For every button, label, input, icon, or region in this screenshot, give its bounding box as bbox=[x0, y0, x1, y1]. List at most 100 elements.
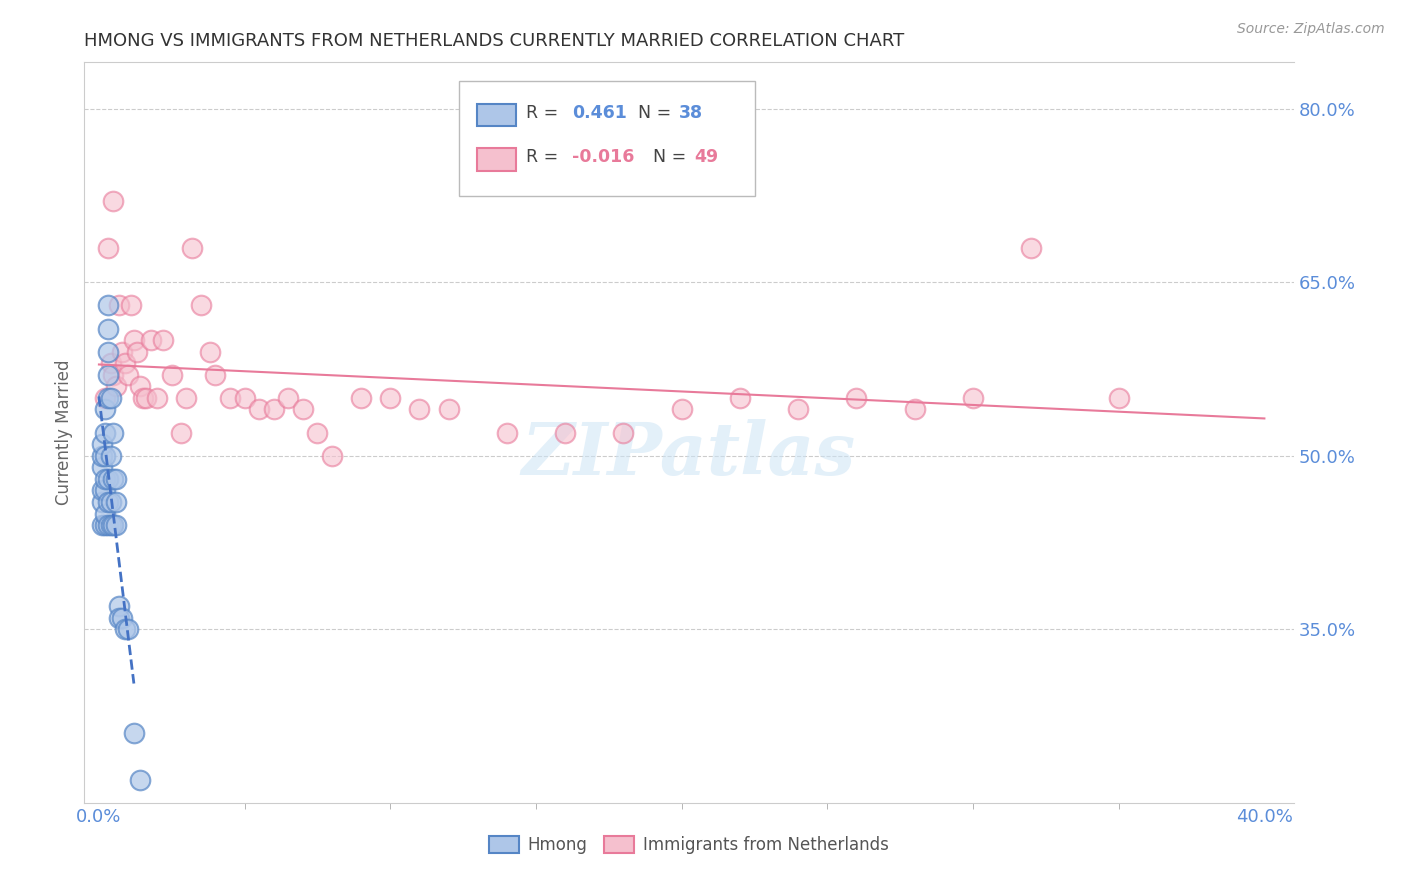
Point bbox=[105, 472, 128, 486]
Point bbox=[105, 518, 128, 533]
Text: HMONG VS IMMIGRANTS FROM NETHERLANDS CURRENTLY MARRIED CORRELATION CHART: HMONG VS IMMIGRANTS FROM NETHERLANDS CUR… bbox=[84, 32, 904, 50]
Point bbox=[105, 495, 128, 509]
Point bbox=[100, 495, 122, 509]
Point bbox=[845, 391, 868, 405]
Point bbox=[612, 425, 634, 440]
Point bbox=[198, 344, 221, 359]
Point bbox=[125, 344, 148, 359]
Point bbox=[97, 321, 120, 335]
Point bbox=[94, 518, 117, 533]
Text: R =: R = bbox=[526, 148, 558, 166]
Point bbox=[233, 391, 256, 405]
Point bbox=[160, 368, 183, 382]
Point bbox=[111, 610, 134, 624]
Point bbox=[1108, 391, 1130, 405]
Point bbox=[103, 518, 125, 533]
Point bbox=[904, 402, 927, 417]
Text: 49: 49 bbox=[693, 148, 718, 166]
Text: 38: 38 bbox=[679, 103, 703, 122]
Point bbox=[97, 472, 120, 486]
Point bbox=[277, 391, 299, 405]
Point bbox=[135, 391, 157, 405]
FancyBboxPatch shape bbox=[478, 103, 516, 126]
Point bbox=[111, 344, 134, 359]
Point bbox=[97, 368, 120, 382]
Point bbox=[100, 356, 122, 370]
Point bbox=[100, 449, 122, 463]
Point bbox=[787, 402, 810, 417]
Point bbox=[117, 622, 139, 636]
Text: N =: N = bbox=[652, 148, 686, 166]
Point bbox=[131, 391, 153, 405]
Point bbox=[94, 402, 117, 417]
Point bbox=[152, 333, 174, 347]
Point bbox=[307, 425, 329, 440]
Point bbox=[94, 449, 117, 463]
Point bbox=[100, 391, 122, 405]
Point bbox=[321, 449, 343, 463]
Point bbox=[103, 368, 125, 382]
Point bbox=[90, 437, 112, 451]
Point bbox=[90, 449, 112, 463]
Point bbox=[97, 391, 120, 405]
Text: 0.461: 0.461 bbox=[572, 103, 627, 122]
Point bbox=[204, 368, 226, 382]
Point bbox=[90, 460, 112, 475]
Point bbox=[90, 495, 112, 509]
Point bbox=[1019, 240, 1042, 254]
FancyBboxPatch shape bbox=[478, 148, 516, 170]
Point bbox=[554, 425, 576, 440]
Point bbox=[97, 240, 120, 254]
Point bbox=[128, 772, 150, 787]
Point bbox=[108, 610, 131, 624]
Point bbox=[219, 391, 242, 405]
Text: ZIPatlas: ZIPatlas bbox=[522, 419, 856, 491]
Point bbox=[97, 495, 120, 509]
Point bbox=[90, 483, 112, 498]
Point bbox=[408, 402, 430, 417]
Point bbox=[120, 298, 142, 312]
Point bbox=[190, 298, 212, 312]
Point bbox=[176, 391, 198, 405]
Text: Source: ZipAtlas.com: Source: ZipAtlas.com bbox=[1237, 22, 1385, 37]
Point bbox=[671, 402, 693, 417]
Legend: Hmong, Immigrants from Netherlands: Hmong, Immigrants from Netherlands bbox=[482, 830, 896, 861]
Point bbox=[94, 507, 117, 521]
Point bbox=[108, 298, 131, 312]
Point bbox=[94, 483, 117, 498]
Point bbox=[350, 391, 373, 405]
Point bbox=[103, 425, 125, 440]
Text: N =: N = bbox=[638, 103, 672, 122]
Point bbox=[141, 333, 163, 347]
Point bbox=[97, 298, 120, 312]
Point bbox=[103, 472, 125, 486]
Point bbox=[728, 391, 751, 405]
Point bbox=[495, 425, 517, 440]
Point bbox=[291, 402, 314, 417]
Point bbox=[97, 344, 120, 359]
Point bbox=[962, 391, 984, 405]
Point bbox=[117, 368, 139, 382]
Point bbox=[114, 356, 136, 370]
Point bbox=[108, 599, 131, 614]
FancyBboxPatch shape bbox=[460, 81, 755, 195]
Point bbox=[169, 425, 191, 440]
Point bbox=[100, 518, 122, 533]
Y-axis label: Currently Married: Currently Married bbox=[55, 359, 73, 506]
Point bbox=[122, 333, 145, 347]
Point bbox=[94, 425, 117, 440]
Point bbox=[146, 391, 169, 405]
Point bbox=[181, 240, 204, 254]
Point bbox=[90, 518, 112, 533]
Point bbox=[114, 622, 136, 636]
Point bbox=[103, 194, 125, 209]
Point bbox=[94, 472, 117, 486]
Point bbox=[94, 391, 117, 405]
Point bbox=[128, 379, 150, 393]
Point bbox=[97, 518, 120, 533]
Point bbox=[437, 402, 460, 417]
Point bbox=[122, 726, 145, 740]
Text: R =: R = bbox=[526, 103, 558, 122]
Point bbox=[263, 402, 285, 417]
Point bbox=[105, 379, 128, 393]
